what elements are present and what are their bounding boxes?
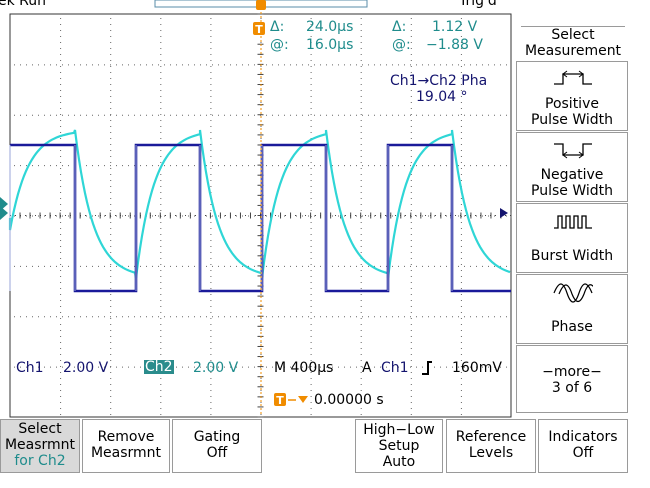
indicators-button[interactable]: Indicators Off: [538, 419, 628, 473]
cursor-delta-t-value: 24.0µs: [306, 19, 354, 35]
bottom-btn-5-line1: Reference: [455, 429, 527, 445]
measurement-value: 19.04 °: [416, 89, 468, 105]
bottom-btn-2-line1: Remove: [97, 429, 155, 445]
positive-pulse-line2: Pulse Width: [531, 112, 613, 128]
remove-measurement-button[interactable]: Remove Measrmnt: [82, 419, 170, 473]
cursor-t-badge-icon: [253, 22, 265, 35]
ch2-label: Ch2: [144, 359, 174, 375]
phase-icon: [553, 283, 593, 303]
side-menu-title: Select Measurement: [517, 26, 629, 59]
trigger-slope-icon: [422, 361, 432, 375]
bottom-btn-6-line2: Off: [572, 445, 594, 461]
bottom-btn-2-line2: Measrmnt: [90, 445, 162, 461]
bottom-btn-1-line2: Measrmnt: [4, 437, 76, 453]
graticule-grid: [9, 13, 512, 418]
trigger-position-icon: T: [274, 393, 308, 407]
negative-pulse-icon: [554, 143, 592, 159]
bottom-btn-3-line1: Gating: [193, 429, 241, 445]
ch2-ghost-trace: [9, 145, 453, 291]
high-low-setup-button[interactable]: High−Low Setup Auto: [355, 419, 443, 473]
bottom-btn-3-line2: Off: [206, 445, 228, 461]
acquisition-status: ek Run: [0, 0, 47, 9]
negative-pulse-line2: Pulse Width: [531, 183, 613, 199]
svg-text:T: T: [255, 23, 263, 36]
ch2-ground-marker: [0, 206, 8, 220]
cursor-at-t-label: @:: [270, 37, 289, 53]
trigger-level-marker: [500, 208, 508, 218]
side-menu-title-text: Select Measurement: [524, 27, 622, 59]
cursor-at-v-label: @:: [392, 37, 411, 53]
bottom-btn-4-line2: Setup: [378, 438, 420, 454]
positive-pulse-width-button[interactable]: Positive Pulse Width: [516, 61, 628, 131]
ch1-scale: 2.00 V: [63, 360, 109, 376]
gating-button[interactable]: Gating Off: [172, 419, 262, 473]
trigger-position: 0.00000 s: [314, 392, 384, 408]
burst-width-button[interactable]: Burst Width: [516, 203, 628, 273]
trigger-status: Trig'd: [459, 0, 497, 9]
trigger-position-top-icon: [256, 0, 266, 10]
phase-label: Phase: [551, 319, 593, 335]
select-measurement-for-ch2-button[interactable]: Select Measrmnt for Ch2: [0, 419, 80, 473]
burst-icon: [554, 215, 592, 229]
more-line2: 3 of 6: [551, 380, 593, 396]
measurement-label: Ch1→Ch2 Pha: [390, 73, 488, 89]
burst-width-label: Burst Width: [530, 248, 614, 264]
bottom-btn-5-line2: Levels: [468, 445, 514, 461]
trigger-level: 160mV: [452, 360, 502, 376]
cursor-at-v-value: −1.88 V: [426, 37, 483, 53]
bottom-btn-6-line1: Indicators: [548, 429, 618, 445]
cursor-at-t-value: 16.0µs: [306, 37, 354, 53]
trigger-mode: A: [362, 360, 372, 376]
phase-button[interactable]: Phase: [516, 274, 628, 344]
cursor-delta-v-value: 1.12 V: [432, 19, 478, 35]
timebase: M 400µs: [274, 360, 334, 376]
cursor-delta-t-label: Δ:: [270, 19, 285, 35]
svg-text:T: T: [276, 394, 284, 407]
reference-levels-button[interactable]: Reference Levels: [446, 419, 536, 473]
bottom-btn-4-line1: High−Low: [363, 422, 435, 438]
positive-pulse-line1: Positive: [545, 96, 599, 112]
ch1-label: Ch1: [16, 360, 44, 376]
ch1-ground-marker: [0, 197, 8, 211]
positive-pulse-icon: [554, 70, 592, 85]
more-button[interactable]: −more− 3 of 6: [516, 345, 628, 413]
negative-pulse-width-button[interactable]: Negative Pulse Width: [516, 132, 628, 202]
bottom-btn-1-line3: for Ch2: [14, 453, 66, 469]
more-line1: −more−: [542, 364, 602, 380]
bottom-btn-4-line3: Auto: [382, 454, 416, 470]
negative-pulse-line1: Negative: [540, 167, 604, 183]
trigger-source: Ch1: [381, 360, 409, 376]
bottom-btn-1-line1: Select: [18, 421, 62, 437]
cursor-delta-v-label: Δ:: [392, 19, 407, 35]
ch2-scale: 2.00 V: [193, 360, 239, 376]
